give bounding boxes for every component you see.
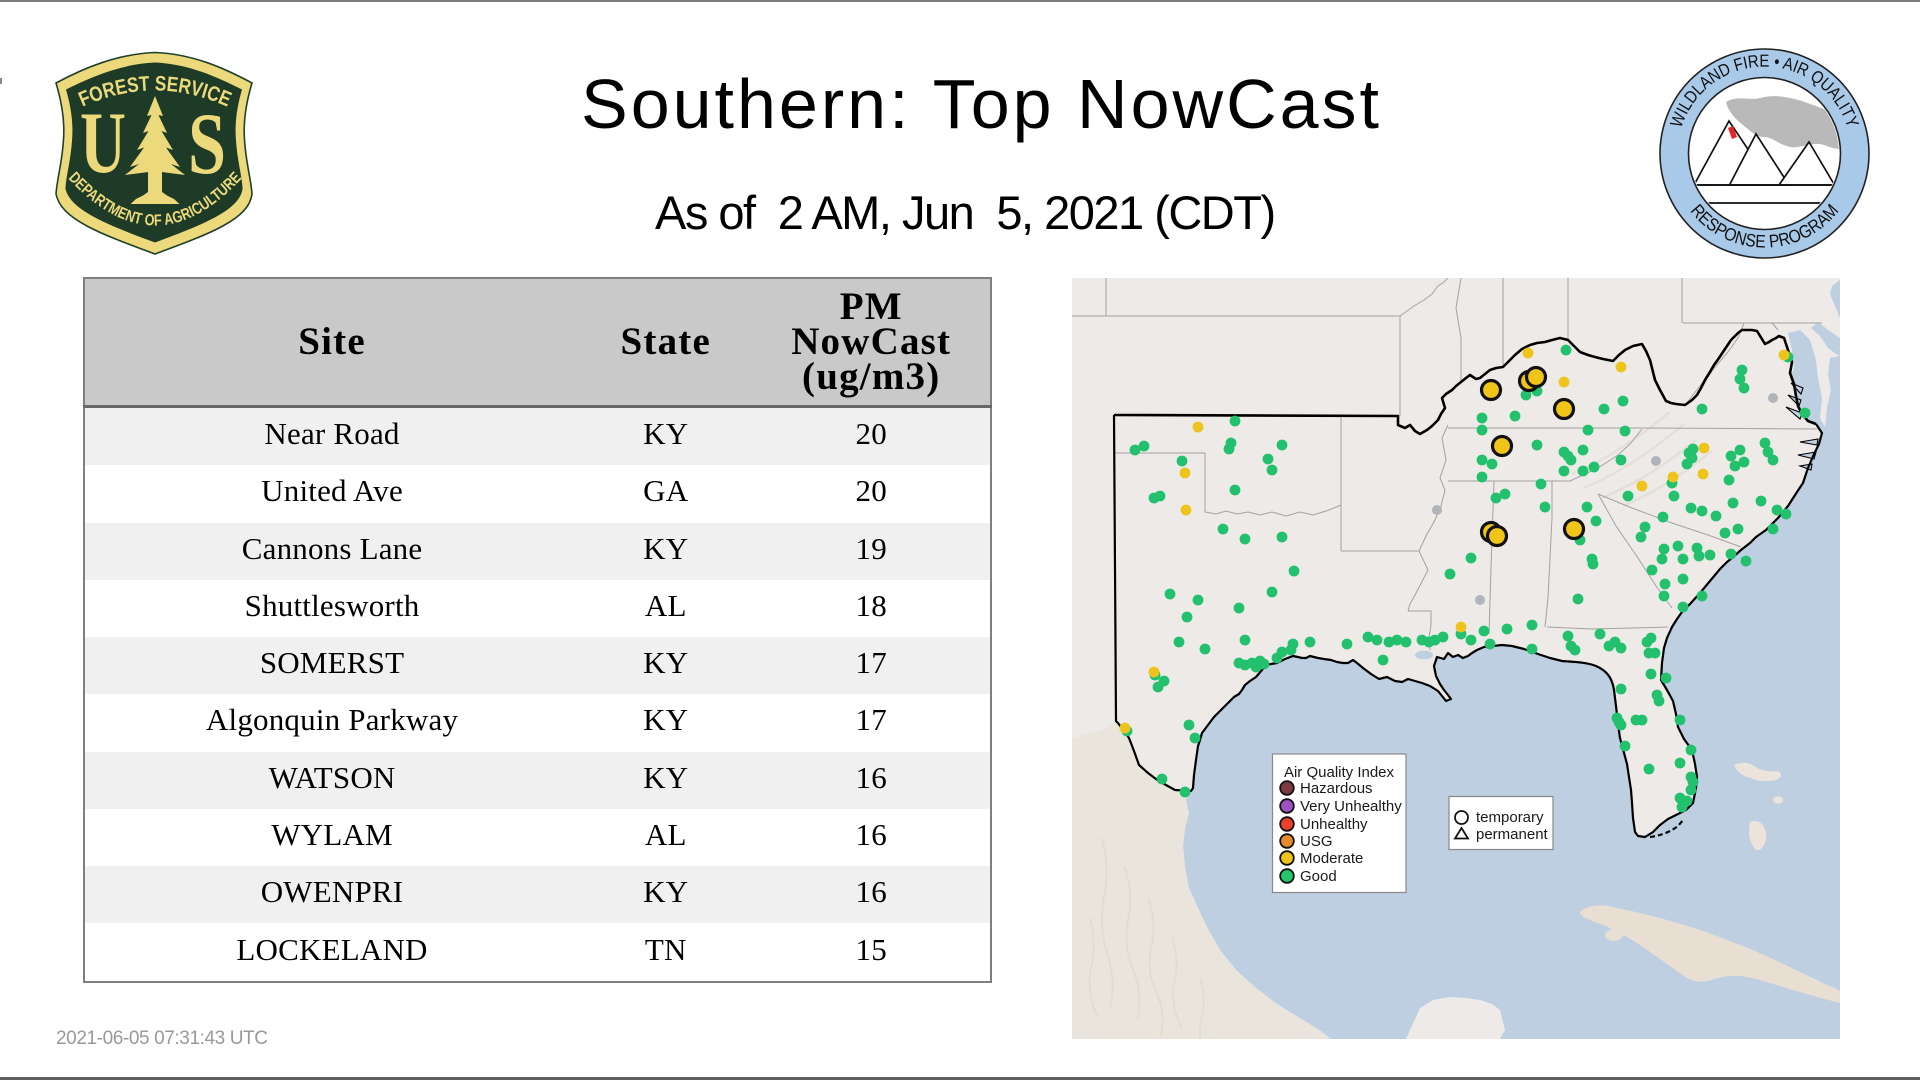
svg-text:Good: Good (1300, 868, 1337, 885)
svg-text:USG: USG (1300, 833, 1333, 850)
svg-text:Hazardous: Hazardous (1300, 780, 1373, 797)
svg-text:Very Unhealthy: Very Unhealthy (1300, 798, 1402, 815)
svg-text:permanent: permanent (1476, 826, 1549, 843)
svg-text:Unhealthy: Unhealthy (1300, 816, 1368, 833)
svg-text:U: U (80, 95, 126, 192)
svg-text:Air Quality Index: Air Quality Index (1284, 764, 1395, 781)
svg-text:temporary: temporary (1476, 809, 1544, 826)
svg-text:Moderate: Moderate (1300, 850, 1363, 867)
svg-text:S: S (188, 96, 226, 193)
